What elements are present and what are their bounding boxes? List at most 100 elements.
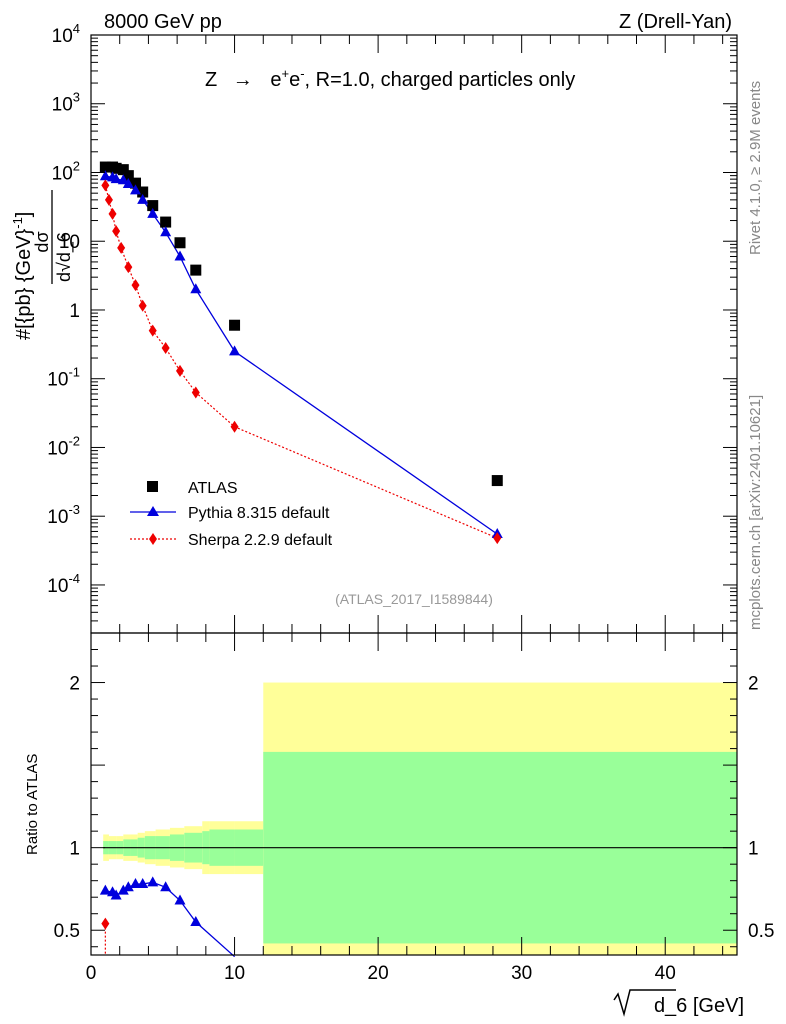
y-tick-base: 10 xyxy=(47,370,68,391)
atlas-point xyxy=(117,164,129,176)
y-main-tick-label: 10 xyxy=(59,232,80,253)
process-plus: + xyxy=(281,66,289,81)
ratio-pythia-point xyxy=(147,876,159,887)
y-main-label-text: #[{pb} {GeV} xyxy=(13,228,35,340)
y-tick-exponent: 2 xyxy=(73,158,80,173)
ratio-pythia-point xyxy=(110,889,122,900)
atlas-point xyxy=(147,200,159,212)
sherpa-line xyxy=(104,185,498,539)
legend: ATLAS Pythia 8.315 default Sherpa 2.2.9 … xyxy=(130,480,333,549)
y-ratio-tick-label: 0.5 xyxy=(54,921,80,942)
x-tick-label: 0 xyxy=(86,963,97,984)
ratio-pythia-point xyxy=(117,884,129,895)
sherpa-point xyxy=(161,341,170,354)
y-main-tick-label: 1 xyxy=(69,301,80,322)
y-tick-exponent: -3 xyxy=(68,502,80,517)
sherpa-point xyxy=(124,261,133,274)
svg-text:#[{pb} {GeV}-1]: #[{pb} {GeV}-1] xyxy=(10,212,35,340)
pythia-point xyxy=(110,173,122,184)
y-ratio-tick-label-right: 1 xyxy=(748,839,759,860)
x-tick-label: 40 xyxy=(655,963,676,984)
y-tick-exponent: -2 xyxy=(68,433,80,448)
pythia-point xyxy=(147,207,159,218)
ratio-pythia-point xyxy=(174,894,186,905)
pythia-point xyxy=(117,174,129,185)
process-electron-2: e xyxy=(289,69,300,91)
y-tick-base: 10 xyxy=(47,438,68,459)
atlas-point xyxy=(137,186,149,198)
process-label: Z → e+e-, R=1.0, charged particles only xyxy=(205,66,575,91)
atlas-point xyxy=(229,319,241,331)
x-tick-label: 10 xyxy=(224,963,245,984)
y-main-label: #[{pb} {GeV}-1] xyxy=(10,212,35,340)
sherpa-point xyxy=(101,179,110,192)
pythia-point xyxy=(137,193,149,204)
pythia-point xyxy=(229,345,241,356)
ratio-pythia-point xyxy=(190,915,202,926)
sherpa-point xyxy=(104,193,113,206)
pythia-point xyxy=(174,250,186,261)
atlas-point xyxy=(110,162,122,174)
y-main-tick-label: 10-1 xyxy=(47,365,80,391)
y-main-tick-label: 104 xyxy=(52,21,80,47)
process-z: Z xyxy=(205,69,217,91)
y-main-tick-label: 10-3 xyxy=(47,502,80,528)
rivet-version-label: Rivet 4.1.0, ≥ 2.9M events xyxy=(747,81,764,255)
svg-text:d√d_6: d√d_6 xyxy=(54,232,75,282)
sherpa-point xyxy=(191,386,200,399)
y-denominator-d: d xyxy=(54,272,74,282)
sherpa-point xyxy=(148,324,157,337)
process-electron: e xyxy=(270,69,281,91)
atlas-point xyxy=(130,177,142,189)
process-arrow: → xyxy=(233,69,253,91)
y-ratio-label: Ratio to ATLAS xyxy=(24,754,41,855)
mcplots-label: mcplots.cern.ch [arXiv:2401.10621] xyxy=(747,395,764,630)
atlas-point xyxy=(160,216,172,228)
y-tick-base: 10 xyxy=(52,26,73,47)
ratio-pythia-point xyxy=(137,877,149,888)
y-ratio-tick-label-right: 2 xyxy=(748,674,759,695)
sherpa-point xyxy=(138,299,147,312)
analysis-id: (ATLAS_2017_I1589844) xyxy=(335,591,493,607)
atlas-point xyxy=(99,161,111,173)
y-main-fraction: dσ d√d_6 xyxy=(32,190,75,284)
legend-atlas-label: ATLAS xyxy=(188,480,238,497)
x-sqrt-symbol xyxy=(613,989,676,1017)
process-minus: - xyxy=(300,66,304,81)
sherpa-point xyxy=(230,420,239,433)
y-tick-exponent: -1 xyxy=(68,365,80,380)
y-main-tick-label: 10-4 xyxy=(47,571,80,597)
x-axis-label: d_6 [GeV] xyxy=(613,989,744,1017)
ratio-pythia-point xyxy=(99,884,111,895)
y-tick-base: 10 xyxy=(47,576,68,597)
legend-sherpa-label: Sherpa 2.2.9 default xyxy=(188,532,333,549)
svg-text:Z → e+e-, R=1.0, c: Z → e+e-, R=1.0, charged particles only xyxy=(205,66,575,91)
y-main-tick-label: 103 xyxy=(52,90,80,116)
main-plot xyxy=(99,161,503,545)
ratio-sherpa-point xyxy=(101,917,110,930)
atlas-point xyxy=(174,237,186,249)
sherpa-point xyxy=(493,532,502,545)
y-tick-exponent: 3 xyxy=(73,90,80,105)
y-tick-exponent: 4 xyxy=(73,21,80,36)
x-tick-label: 30 xyxy=(511,963,532,984)
y-denominator-d6: d_6 xyxy=(54,232,75,262)
ratio-pythia-point xyxy=(160,881,172,892)
y-main-tick-label: 10-2 xyxy=(47,433,80,459)
x-tick-label: 20 xyxy=(368,963,389,984)
y-tick-base: 10 xyxy=(52,163,73,184)
y-main-label-sup: -1 xyxy=(10,217,25,229)
ratio-pythia-point xyxy=(122,881,134,892)
y-sqrt-sign: √ xyxy=(54,262,74,272)
pythia-point xyxy=(99,170,111,181)
legend-pythia-label: Pythia 8.315 default xyxy=(188,505,330,522)
process-tail: , R=1.0, charged particles only xyxy=(305,69,576,91)
ratio-pythia-point xyxy=(130,877,142,888)
y-ratio-tick-label: 1 xyxy=(69,839,80,860)
pythia-point xyxy=(190,283,202,294)
y-main-tick-label: 102 xyxy=(52,158,80,184)
legend-sherpa-marker xyxy=(149,533,157,545)
legend-pythia-marker xyxy=(147,506,159,516)
y-ratio-tick-label: 2 xyxy=(69,674,80,695)
